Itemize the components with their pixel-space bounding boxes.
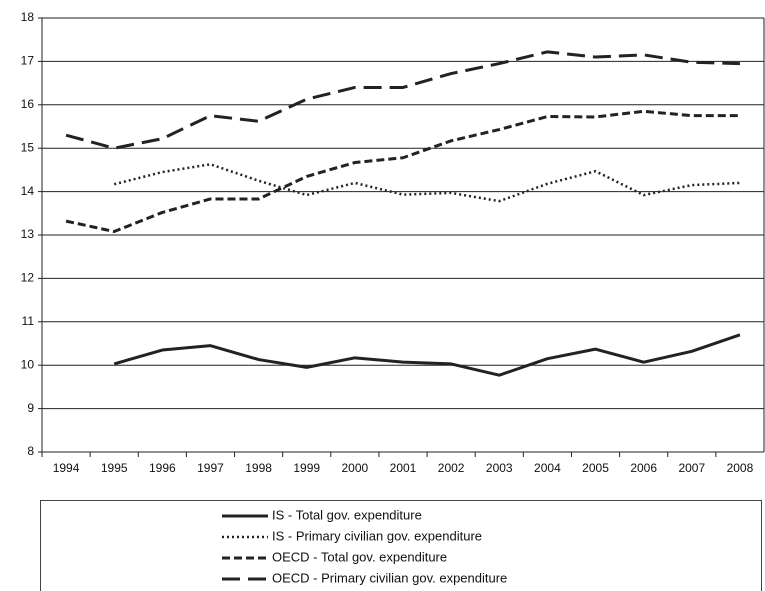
series-line <box>113 333 741 377</box>
x-tick-label: 2008 <box>727 461 754 475</box>
y-tick-label: 8 <box>27 444 34 458</box>
x-tick-label: 2004 <box>534 461 561 475</box>
x-tick-label: 2006 <box>630 461 657 475</box>
legend-label: IS - Primary civilian gov. expenditure <box>272 528 482 543</box>
legend-label: OECD - Primary civilian gov. expenditure <box>272 570 507 585</box>
y-tick-label: 11 <box>22 314 35 328</box>
x-tick-label: 1994 <box>53 461 80 475</box>
y-tick-label: 9 <box>27 401 34 415</box>
series-line <box>65 50 740 150</box>
y-tick-label: 17 <box>21 54 35 68</box>
x-tick-label: 1995 <box>101 461 128 475</box>
legend-box <box>40 500 762 591</box>
x-tick-label: 2007 <box>678 461 705 475</box>
series-line <box>65 109 740 234</box>
x-tick-label: 1996 <box>149 461 176 475</box>
legend-label: OECD - Total gov. expenditure <box>272 549 447 564</box>
y-tick-label: 12 <box>21 271 35 285</box>
legend-label: IS - Total gov. expenditure <box>272 507 422 522</box>
x-tick-label: 2001 <box>390 461 417 475</box>
y-tick-label: 14 <box>21 184 35 198</box>
x-tick-label: 1999 <box>293 461 320 475</box>
y-tick-label: 15 <box>21 140 35 154</box>
x-tick-label: 1998 <box>245 461 272 475</box>
x-tick-label: 2002 <box>438 461 465 475</box>
y-tick-label: 10 <box>21 357 35 371</box>
x-tick-label: 2003 <box>486 461 513 475</box>
x-tick-label: 1997 <box>197 461 224 475</box>
x-tick-label: 2005 <box>582 461 609 475</box>
y-tick-label: 18 <box>21 10 35 24</box>
y-tick-label: 16 <box>21 97 35 111</box>
y-tick-label: 13 <box>21 227 35 241</box>
x-tick-label: 2000 <box>342 461 369 475</box>
series-line <box>113 163 740 203</box>
